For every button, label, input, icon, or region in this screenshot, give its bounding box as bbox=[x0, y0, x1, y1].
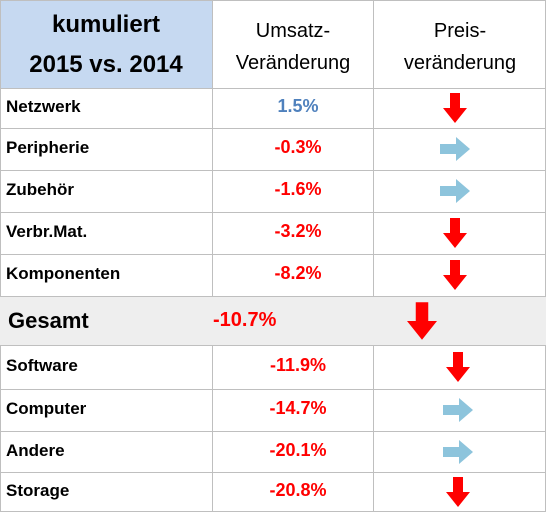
header-preis-line1: Preis- bbox=[374, 18, 546, 44]
row-umsatz-value-4: -8.2% bbox=[238, 263, 358, 284]
row-divider bbox=[0, 345, 546, 346]
arrow-down-icon bbox=[438, 472, 478, 512]
total-row-label: Gesamt bbox=[8, 308, 89, 334]
row-umsatz-value-6: -11.9% bbox=[238, 355, 358, 376]
arrow-down-icon bbox=[435, 88, 475, 128]
arrow-right-icon bbox=[438, 432, 478, 472]
row-label-0: Netzwerk bbox=[6, 97, 81, 117]
row-label-6: Software bbox=[6, 356, 78, 376]
row-umsatz-value-3: -3.2% bbox=[238, 221, 358, 242]
column-divider bbox=[212, 0, 213, 512]
row-label-4: Komponenten bbox=[6, 264, 120, 284]
row-label-9: Storage bbox=[6, 481, 69, 501]
header-umsatz-line2: Veränderung bbox=[213, 50, 373, 76]
row-umsatz-value-0: 1.5% bbox=[238, 96, 358, 117]
column-divider bbox=[373, 0, 374, 512]
row-divider bbox=[0, 0, 546, 1]
header-umsatz-line1: Umsatz- bbox=[213, 18, 373, 44]
row-label-7: Computer bbox=[6, 399, 86, 419]
arrow-right-icon bbox=[435, 129, 475, 169]
row-umsatz-value-9: -20.8% bbox=[238, 480, 358, 501]
arrow-down-icon bbox=[435, 213, 475, 253]
arrow-down-icon bbox=[402, 301, 442, 341]
row-label-3: Verbr.Mat. bbox=[6, 222, 87, 242]
arrow-right-icon bbox=[435, 171, 475, 211]
row-label-1: Peripherie bbox=[6, 138, 89, 158]
arrow-right-icon bbox=[438, 390, 478, 430]
row-label-8: Andere bbox=[6, 441, 65, 461]
header-title-line2: 2015 vs. 2014 bbox=[0, 50, 212, 80]
total-row-umsatz-value: -10.7% bbox=[213, 309, 276, 332]
header-preis-line2: veränderung bbox=[374, 50, 546, 76]
arrow-down-icon bbox=[435, 255, 475, 295]
column-divider bbox=[0, 0, 1, 512]
row-umsatz-value-8: -20.1% bbox=[238, 440, 358, 461]
row-umsatz-value-2: -1.6% bbox=[238, 179, 358, 200]
arrow-down-icon bbox=[438, 347, 478, 387]
row-umsatz-value-7: -14.7% bbox=[238, 398, 358, 419]
header-title-line1: kumuliert bbox=[0, 10, 212, 40]
row-label-2: Zubehör bbox=[6, 180, 74, 200]
row-umsatz-value-1: -0.3% bbox=[238, 137, 358, 158]
